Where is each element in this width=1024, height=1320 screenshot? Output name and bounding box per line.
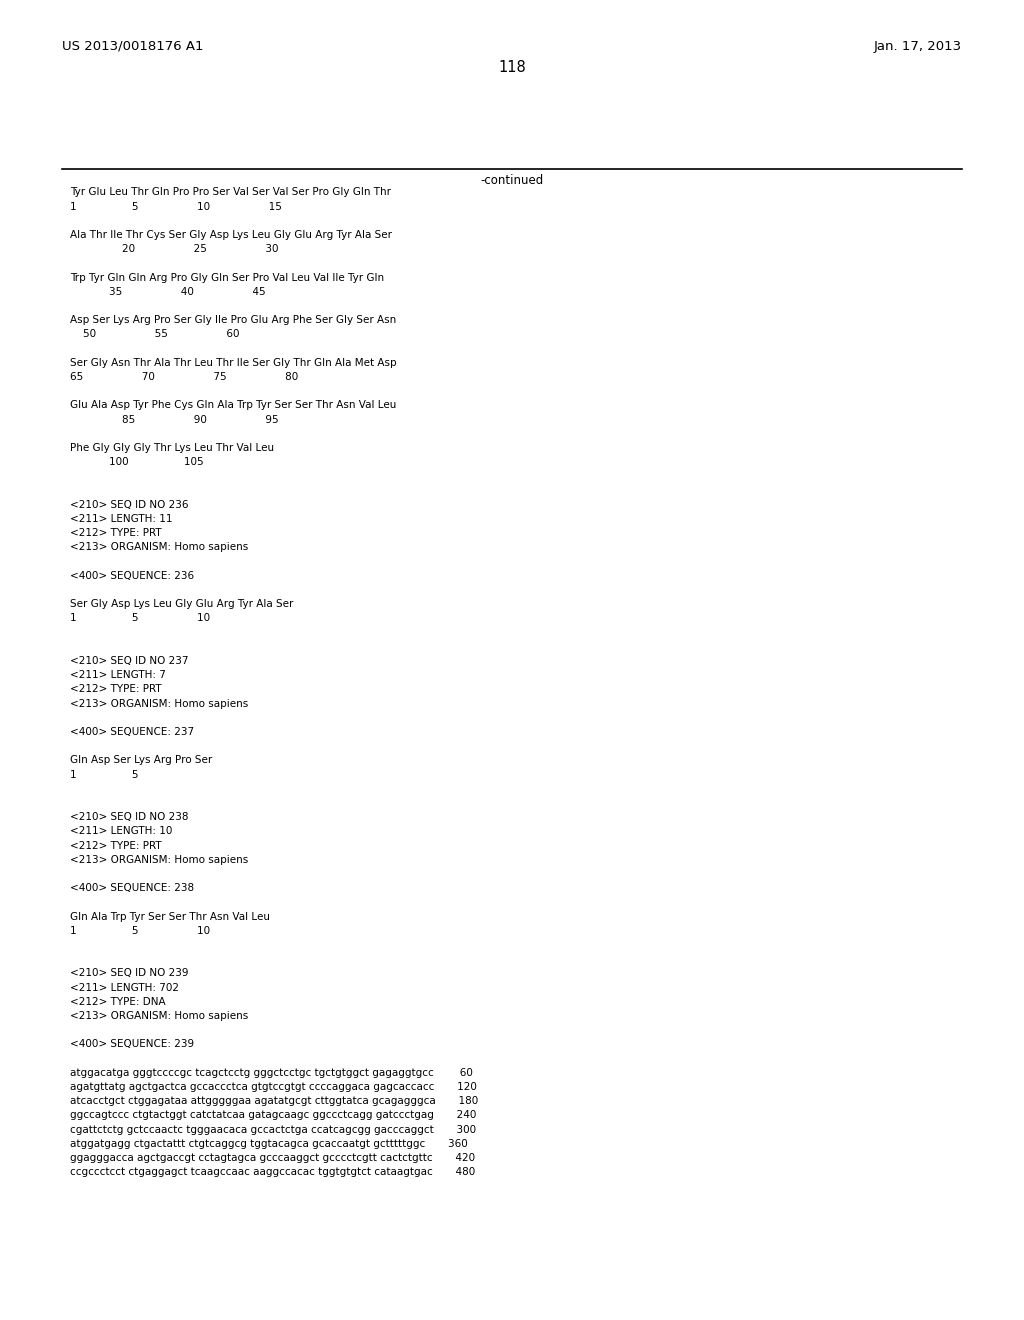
Text: agatgttatg agctgactca gccaccctca gtgtccgtgt ccccaggaca gagcaccacc       120: agatgttatg agctgactca gccaccctca gtgtccg… <box>70 1082 476 1092</box>
Text: Ala Thr Ile Thr Cys Ser Gly Asp Lys Leu Gly Glu Arg Tyr Ala Ser: Ala Thr Ile Thr Cys Ser Gly Asp Lys Leu … <box>70 230 391 240</box>
Text: <210> SEQ ID NO 236: <210> SEQ ID NO 236 <box>70 500 188 510</box>
Text: <212> TYPE: PRT: <212> TYPE: PRT <box>70 841 161 850</box>
Text: ggagggacca agctgaccgt cctagtagca gcccaaggct gcccctcgtt cactctgttc       420: ggagggacca agctgaccgt cctagtagca gcccaag… <box>70 1154 475 1163</box>
Text: atggacatga gggtccccgc tcagctcctg gggctcctgc tgctgtggct gagaggtgcc        60: atggacatga gggtccccgc tcagctcctg gggctcc… <box>70 1068 472 1078</box>
Text: ggccagtccc ctgtactggt catctatcaa gatagcaagc ggccctcagg gatccctgag       240: ggccagtccc ctgtactggt catctatcaa gatagca… <box>70 1110 476 1121</box>
Text: <400> SEQUENCE: 237: <400> SEQUENCE: 237 <box>70 727 194 737</box>
Text: Ser Gly Asn Thr Ala Thr Leu Thr Ile Ser Gly Thr Gln Ala Met Asp: Ser Gly Asn Thr Ala Thr Leu Thr Ile Ser … <box>70 358 396 368</box>
Text: <400> SEQUENCE: 239: <400> SEQUENCE: 239 <box>70 1039 194 1049</box>
Text: Asp Ser Lys Arg Pro Ser Gly Ile Pro Glu Arg Phe Ser Gly Ser Asn: Asp Ser Lys Arg Pro Ser Gly Ile Pro Glu … <box>70 315 396 325</box>
Text: 35                  40                  45: 35 40 45 <box>70 286 265 297</box>
Text: <213> ORGANISM: Homo sapiens: <213> ORGANISM: Homo sapiens <box>70 698 248 709</box>
Text: <212> TYPE: PRT: <212> TYPE: PRT <box>70 685 161 694</box>
Text: 1                 5                  10: 1 5 10 <box>70 925 210 936</box>
Text: 65                  70                  75                  80: 65 70 75 80 <box>70 372 298 381</box>
Text: 85                  90                  95: 85 90 95 <box>70 414 279 425</box>
Text: 118: 118 <box>498 61 526 75</box>
Text: ccgccctcct ctgaggagct tcaagccaac aaggccacac tggtgtgtct cataagtgac       480: ccgccctcct ctgaggagct tcaagccaac aaggcca… <box>70 1167 475 1177</box>
Text: <212> TYPE: PRT: <212> TYPE: PRT <box>70 528 161 539</box>
Text: 1                 5: 1 5 <box>70 770 138 780</box>
Text: atggatgagg ctgactattt ctgtcaggcg tggtacagca gcaccaatgt gctttttggc       360: atggatgagg ctgactattt ctgtcaggcg tggtaca… <box>70 1139 467 1148</box>
Text: Jan. 17, 2013: Jan. 17, 2013 <box>873 40 962 53</box>
Text: Phe Gly Gly Gly Thr Lys Leu Thr Val Leu: Phe Gly Gly Gly Thr Lys Leu Thr Val Leu <box>70 444 273 453</box>
Text: <400> SEQUENCE: 238: <400> SEQUENCE: 238 <box>70 883 194 894</box>
Text: Gln Ala Trp Tyr Ser Ser Thr Asn Val Leu: Gln Ala Trp Tyr Ser Ser Thr Asn Val Leu <box>70 912 269 921</box>
Text: Ser Gly Asp Lys Leu Gly Glu Arg Tyr Ala Ser: Ser Gly Asp Lys Leu Gly Glu Arg Tyr Ala … <box>70 599 293 610</box>
Text: <211> LENGTH: 10: <211> LENGTH: 10 <box>70 826 172 837</box>
Text: 100                 105: 100 105 <box>70 457 203 467</box>
Text: <211> LENGTH: 11: <211> LENGTH: 11 <box>70 513 172 524</box>
Text: 1                 5                  10: 1 5 10 <box>70 614 210 623</box>
Text: <212> TYPE: DNA: <212> TYPE: DNA <box>70 997 165 1007</box>
Text: <211> LENGTH: 7: <211> LENGTH: 7 <box>70 671 166 680</box>
Text: <400> SEQUENCE: 236: <400> SEQUENCE: 236 <box>70 570 194 581</box>
Text: <210> SEQ ID NO 239: <210> SEQ ID NO 239 <box>70 969 188 978</box>
Text: <213> ORGANISM: Homo sapiens: <213> ORGANISM: Homo sapiens <box>70 855 248 865</box>
Text: <210> SEQ ID NO 237: <210> SEQ ID NO 237 <box>70 656 188 667</box>
Text: atcacctgct ctggagataa attgggggaa agatatgcgt cttggtatca gcagagggca       180: atcacctgct ctggagataa attgggggaa agatatg… <box>70 1096 478 1106</box>
Text: 20                  25                  30: 20 25 30 <box>70 244 279 255</box>
Text: Tyr Glu Leu Thr Gln Pro Pro Ser Val Ser Val Ser Pro Gly Gln Thr: Tyr Glu Leu Thr Gln Pro Pro Ser Val Ser … <box>70 187 390 198</box>
Text: 1                 5                  10                  15: 1 5 10 15 <box>70 202 282 211</box>
Text: Trp Tyr Gln Gln Arg Pro Gly Gln Ser Pro Val Leu Val Ile Tyr Gln: Trp Tyr Gln Gln Arg Pro Gly Gln Ser Pro … <box>70 273 384 282</box>
Text: -continued: -continued <box>480 174 544 186</box>
Text: Glu Ala Asp Tyr Phe Cys Gln Ala Trp Tyr Ser Ser Thr Asn Val Leu: Glu Ala Asp Tyr Phe Cys Gln Ala Trp Tyr … <box>70 400 396 411</box>
Text: <213> ORGANISM: Homo sapiens: <213> ORGANISM: Homo sapiens <box>70 543 248 553</box>
Text: cgattctctg gctccaactc tgggaacaca gccactctga ccatcagcgg gacccaggct       300: cgattctctg gctccaactc tgggaacaca gccactc… <box>70 1125 476 1135</box>
Text: <211> LENGTH: 702: <211> LENGTH: 702 <box>70 982 178 993</box>
Text: <213> ORGANISM: Homo sapiens: <213> ORGANISM: Homo sapiens <box>70 1011 248 1022</box>
Text: 50                  55                  60: 50 55 60 <box>70 330 240 339</box>
Text: US 2013/0018176 A1: US 2013/0018176 A1 <box>62 40 204 53</box>
Text: Gln Asp Ser Lys Arg Pro Ser: Gln Asp Ser Lys Arg Pro Ser <box>70 755 212 766</box>
Text: <210> SEQ ID NO 238: <210> SEQ ID NO 238 <box>70 812 188 822</box>
